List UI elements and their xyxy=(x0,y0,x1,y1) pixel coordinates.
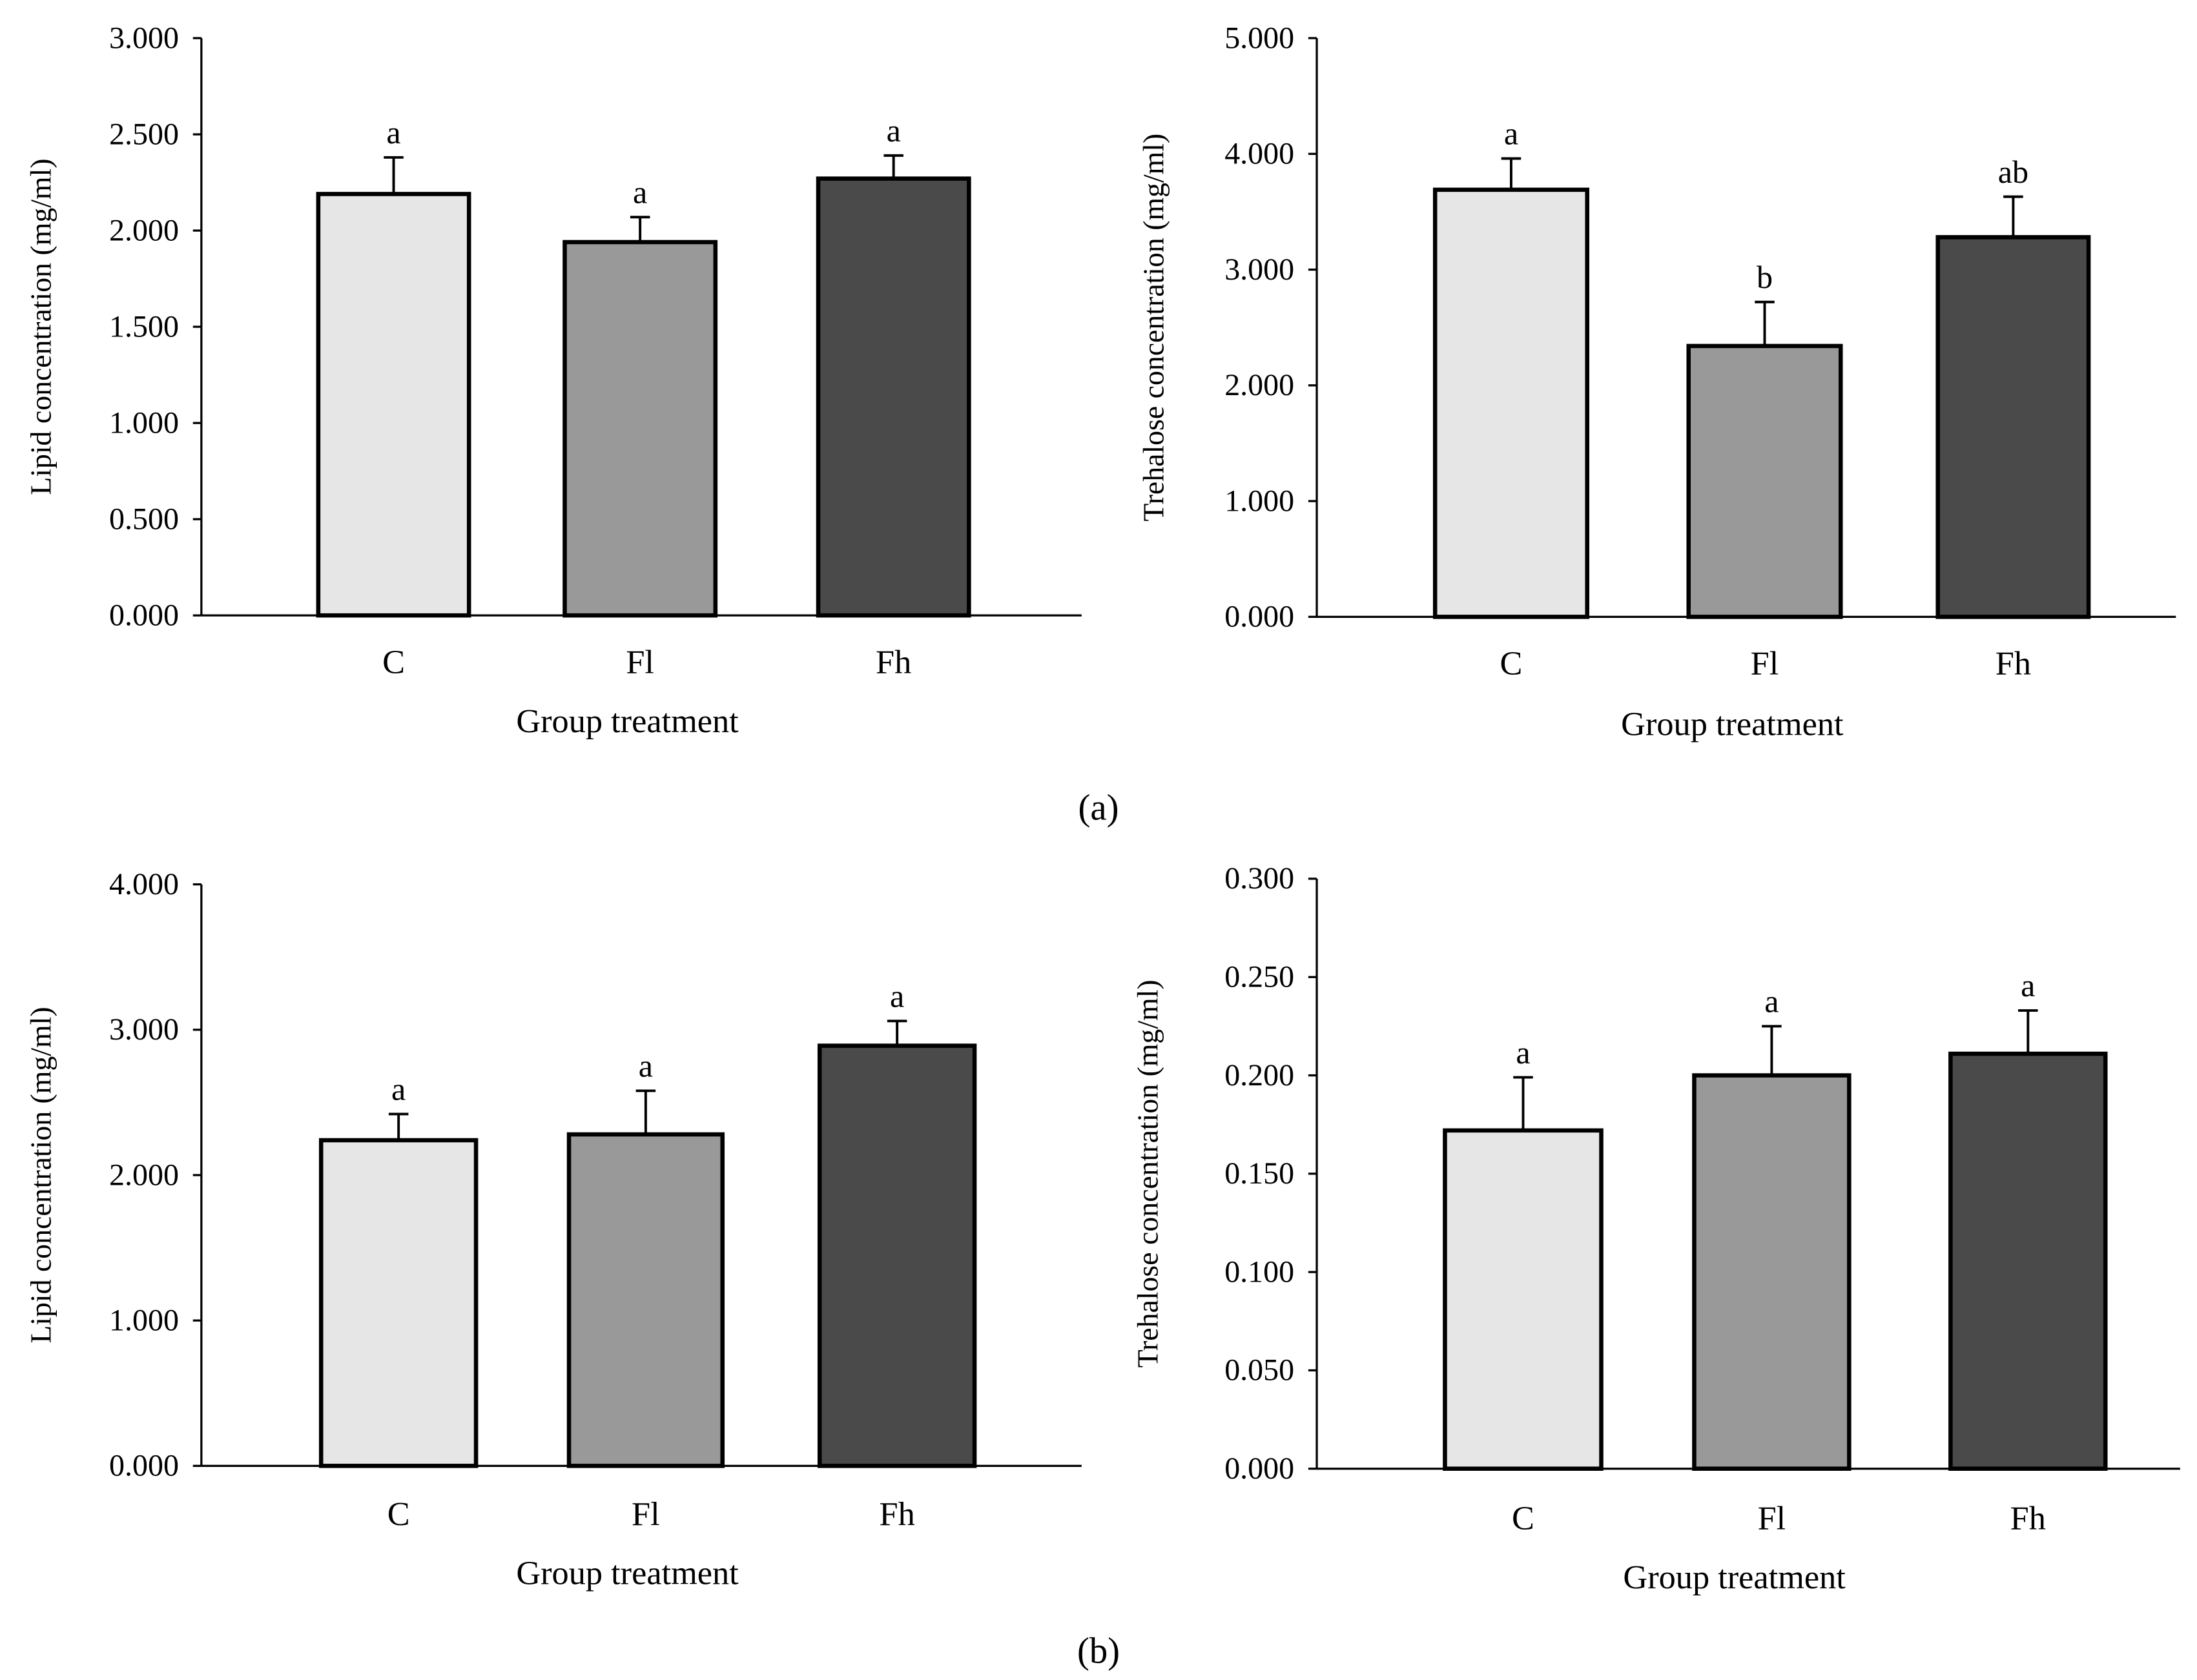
chart-a-left-y-tick-label: 0.000 xyxy=(109,598,179,632)
chart-b-right-y-tick-label: 0.100 xyxy=(1224,1255,1294,1289)
chart-a-right-y-tick-label: 4.000 xyxy=(1224,137,1294,171)
chart-a-right-bar-Fl xyxy=(1686,343,1843,619)
chart-b-right-significance-label: a xyxy=(1764,983,1779,1019)
chart-a-left-y-axis-label: Lipid concentration (mg/ml) xyxy=(25,158,57,495)
chart-b-left-significance-label: a xyxy=(391,1071,406,1107)
chart-a-right-significance-label: ab xyxy=(1998,154,2028,190)
chart-a-right-y-tick-label: 3.000 xyxy=(1224,252,1294,287)
chart-b-right-y-tick-label: 0.150 xyxy=(1224,1156,1294,1191)
chart-b-right-y-tick-label: 0.000 xyxy=(1224,1451,1294,1486)
chart-a-right-significance-label: b xyxy=(1757,259,1773,295)
chart-a-left-significance-label: a xyxy=(386,114,400,150)
panel-label-a: (a) xyxy=(1078,787,1119,828)
chart-a-right-y-tick-label: 0.000 xyxy=(1224,600,1294,634)
chart-a-left-x-axis-label: Group treatment xyxy=(516,702,739,740)
chart-a-left-significance-label: a xyxy=(633,174,647,210)
chart-b-left-x-tick-label: Fh xyxy=(880,1495,915,1533)
chart-a-left-bar-Fh xyxy=(816,176,971,618)
chart-a-right-x-tick-label: Fh xyxy=(1996,645,2031,682)
chart-a-right-y-axis-label: Trehalose concentration (mg/ml) xyxy=(1137,134,1170,522)
chart-b-right-bar-Fh xyxy=(1948,1051,2108,1471)
chart-a-right-significance-label: a xyxy=(1504,116,1518,152)
chart-a-right-y-tick-label: 5.000 xyxy=(1224,21,1294,55)
chart-a-left-y-tick-label: 2.000 xyxy=(109,213,179,247)
chart-b-right-x-tick-label: Fh xyxy=(2010,1499,2046,1537)
chart-a-right-bar-C xyxy=(1432,187,1589,619)
chart-a-left-x-tick-label: Fl xyxy=(626,644,654,681)
chart-a-left-y-tick-label: 0.500 xyxy=(109,502,179,536)
chart-b-right-y-axis-label: Trehalose concentration (mg/ml) xyxy=(1131,979,1164,1368)
chart-a-right-y-tick-label: 2.000 xyxy=(1224,368,1294,402)
chart-b-left-bar-Fh xyxy=(817,1043,977,1468)
panel-label-b: (b) xyxy=(1077,1631,1120,1672)
chart-a-left-y-tick-label: 1.500 xyxy=(109,309,179,343)
chart-b-right-significance-label: a xyxy=(2021,967,2035,1003)
chart-b-left-x-tick-label: Fl xyxy=(632,1495,660,1533)
chart-a-left-bar-Fl xyxy=(562,240,718,618)
chart-b-right-x-tick-label: C xyxy=(1512,1499,1534,1537)
chart-b-right-y-tick-label: 0.050 xyxy=(1224,1353,1294,1388)
chart-a-right-x-tick-label: C xyxy=(1500,645,1523,682)
chart-b-right-bar-C xyxy=(1443,1128,1604,1471)
chart-b-left-bar-C xyxy=(318,1138,479,1468)
chart-b-left-x-axis-label: Group treatment xyxy=(516,1555,739,1592)
chart-b-left-x-tick-label: C xyxy=(387,1495,410,1533)
chart-b-left-significance-label: a xyxy=(639,1048,653,1084)
chart-b-left-bar-Fl xyxy=(566,1132,725,1468)
chart-a-right-x-axis-label: Group treatment xyxy=(1621,706,1844,743)
chart-a-left-significance-label: a xyxy=(887,112,901,149)
chart-b-right-y-tick-label: 0.250 xyxy=(1224,960,1294,994)
chart-b-left-y-tick-label: 4.000 xyxy=(109,867,179,901)
chart-b-left-y-tick-label: 3.000 xyxy=(109,1012,179,1047)
chart-b-right-bar-Fl xyxy=(1692,1073,1851,1471)
chart-b-left-y-tick-label: 1.000 xyxy=(109,1303,179,1337)
chart-a-left-bar-C xyxy=(316,192,471,618)
chart-a-left-x-tick-label: Fh xyxy=(876,644,911,681)
chart-b-left-y-tick-label: 0.000 xyxy=(109,1449,179,1483)
chart-a-left-y-tick-label: 3.000 xyxy=(109,21,179,55)
chart-b-left-y-axis-label: Lipid concentration (mg/ml) xyxy=(25,1007,57,1343)
chart-b-left-significance-label: a xyxy=(890,978,904,1014)
chart-b-right-y-tick-label: 0.300 xyxy=(1224,861,1294,896)
chart-b-right-significance-label: a xyxy=(1516,1034,1530,1070)
chart-b-right-x-tick-label: Fl xyxy=(1758,1499,1786,1537)
chart-b-right-x-axis-label: Group treatment xyxy=(1623,1559,1846,1596)
chart-a-right-bar-Fh xyxy=(1935,235,2091,619)
chart-a-right-y-tick-label: 1.000 xyxy=(1224,484,1294,518)
chart-b-right-y-tick-label: 0.200 xyxy=(1224,1058,1294,1092)
chart-b-left-y-tick-label: 2.000 xyxy=(109,1158,179,1192)
chart-a-left-x-tick-label: C xyxy=(382,644,405,681)
chart-a-right-x-tick-label: Fl xyxy=(1751,645,1779,682)
chart-a-left-y-tick-label: 1.000 xyxy=(109,405,179,440)
chart-a-left-y-tick-label: 2.500 xyxy=(109,117,179,151)
